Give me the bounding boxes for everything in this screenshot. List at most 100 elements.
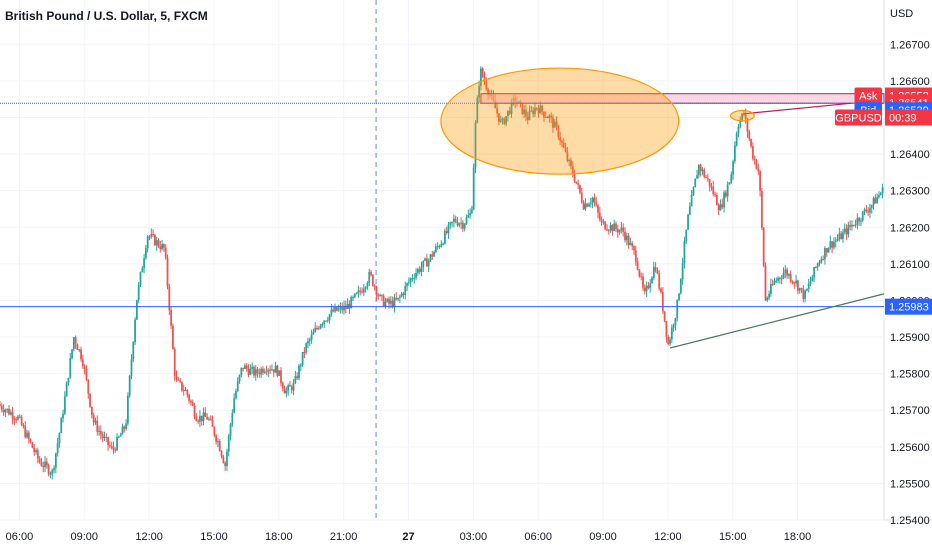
candle-body (685, 229, 688, 242)
candle-body (76, 344, 79, 350)
candle-body (119, 434, 122, 437)
candle-body (409, 278, 412, 283)
candle-body (434, 246, 437, 252)
candle-body (589, 202, 592, 205)
candle-body (260, 368, 263, 375)
candle-body (611, 225, 614, 232)
highlight-ellipse (440, 67, 680, 175)
candle-body (501, 118, 504, 120)
candle-body (271, 369, 273, 371)
candle-body (843, 228, 846, 233)
candle-body (211, 419, 214, 427)
candle-body (535, 107, 538, 109)
candle-body (89, 393, 91, 407)
price-tag-label-box (854, 87, 882, 104)
candle-body (661, 292, 664, 312)
candle-body (213, 426, 216, 436)
candle-body (265, 371, 268, 373)
candle-body (879, 193, 882, 196)
candle-body (714, 194, 716, 196)
candle-body (507, 110, 509, 117)
candle-body (676, 300, 679, 319)
candle-body (344, 305, 347, 309)
candle-body (436, 246, 439, 248)
candle-body (45, 461, 48, 466)
candle-body (406, 283, 408, 287)
candle-body (141, 268, 144, 273)
candle-body (798, 287, 801, 291)
candle-body (67, 377, 70, 383)
candle-body (8, 408, 10, 415)
candle-body (791, 281, 794, 283)
candle-body (461, 222, 464, 229)
candle-body (368, 271, 371, 283)
x-tick-label: 09:00 (71, 531, 99, 543)
candle-body (321, 323, 324, 325)
candle-body (15, 419, 18, 421)
candle-body (308, 339, 311, 342)
candle-body (389, 300, 392, 304)
candle-body (11, 412, 14, 419)
y-tick-label: 1.26100 (890, 259, 930, 271)
candle-body (323, 320, 326, 324)
candle-body (762, 227, 765, 266)
candle-body (326, 320, 329, 322)
candle-body (166, 257, 169, 287)
candle-body (820, 259, 823, 263)
candle-body (110, 446, 113, 448)
y-tick-label: 1.25400 (890, 515, 930, 527)
candle-body (555, 121, 558, 127)
candle-body (371, 274, 374, 286)
candle-body (804, 290, 807, 299)
candle-body (312, 332, 315, 335)
candle-body (193, 405, 196, 417)
candle-body (53, 467, 55, 470)
candle-body (204, 412, 207, 417)
candle-body (683, 241, 686, 264)
candle-body (485, 81, 488, 90)
candle-body (789, 274, 792, 282)
candle-body (456, 222, 459, 226)
candle-body (593, 197, 596, 203)
candle-body (6, 408, 9, 411)
candle-body (393, 297, 396, 307)
candle-body (395, 297, 398, 300)
candle-body (339, 306, 342, 309)
x-tick-label: 27 (402, 531, 414, 543)
candle-body (359, 290, 362, 292)
y-tick-label: 1.25800 (890, 369, 930, 381)
candle-body (247, 368, 250, 375)
candle-body (474, 122, 477, 168)
candle-body (672, 325, 675, 328)
candle-body (148, 236, 151, 238)
candle-body (36, 450, 39, 459)
candle-body (294, 376, 297, 383)
candle-body (769, 283, 772, 294)
candle-body (398, 296, 401, 298)
candle-body (262, 368, 264, 373)
candle-body (627, 235, 630, 245)
candle-body (480, 68, 482, 86)
candle-body (870, 205, 873, 209)
candle-body (384, 301, 387, 307)
candle-body (878, 195, 880, 198)
candle-body (750, 139, 752, 147)
candle-body (739, 119, 742, 127)
candle-body (184, 390, 187, 392)
candle-body (715, 194, 718, 206)
candle-body (438, 246, 441, 248)
candle-body (56, 443, 59, 454)
candle-body (404, 286, 407, 295)
candle-body (35, 450, 37, 453)
candle-body (658, 273, 661, 289)
candle-body (651, 277, 653, 284)
candle-body (17, 416, 19, 420)
y-tick-label: 1.25900 (890, 332, 930, 344)
candle-body (85, 368, 88, 380)
candle-body (728, 182, 731, 185)
candle-body (208, 418, 210, 420)
candle-body (764, 265, 767, 301)
candle-body (562, 142, 565, 148)
candle-body (751, 146, 754, 159)
